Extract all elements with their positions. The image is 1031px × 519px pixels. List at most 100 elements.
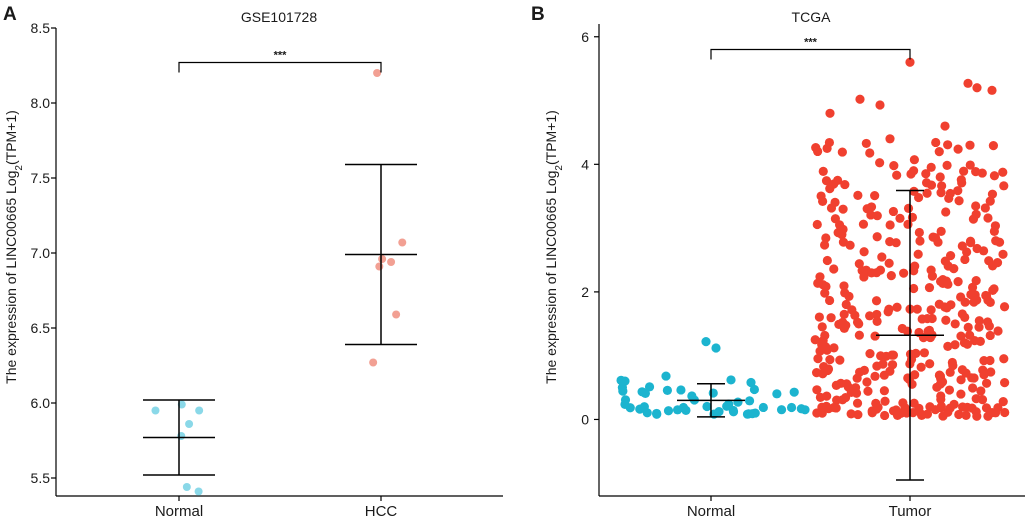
- data-point-tumor: [839, 309, 849, 319]
- panel-letter-b: B: [531, 4, 545, 25]
- data-point-tumor: [940, 302, 950, 312]
- data-point-tumor: [987, 189, 998, 199]
- data-point-tumor: [971, 201, 981, 211]
- data-point-tumor: [872, 211, 882, 221]
- data-point-tumor: [872, 309, 882, 320]
- data-point-normal: [746, 377, 756, 388]
- data-point-tumor: [872, 316, 882, 326]
- data-point-tumor: [989, 284, 999, 294]
- data-point-tumor: [826, 313, 836, 323]
- data-point-normal: [728, 407, 739, 417]
- data-point-tumor: [909, 266, 919, 276]
- panel-a-x-label-normal: Normal: [155, 503, 203, 519]
- data-point-normal: [185, 420, 194, 428]
- data-point-normal: [749, 384, 760, 395]
- data-point-tumor: [954, 409, 964, 420]
- y-tick-label: 4: [581, 156, 589, 172]
- data-point-tumor: [971, 167, 981, 177]
- data-point-tumor: [837, 147, 847, 157]
- data-point-normal: [662, 385, 672, 396]
- data-point-tumor: [922, 188, 932, 198]
- data-point-tumor: [963, 78, 973, 88]
- panel-b-x-label-normal: Normal: [687, 503, 735, 519]
- data-point-tumor: [956, 375, 966, 385]
- data-point-tumor: [813, 278, 823, 288]
- data-point-tumor: [949, 399, 959, 409]
- data-point-tumor: [907, 212, 918, 222]
- data-point-tumor: [962, 339, 972, 349]
- data-point-tumor: [877, 252, 887, 262]
- data-point-tumor: [956, 389, 966, 399]
- data-point-tumor: [999, 302, 1010, 312]
- data-point-hcc: [369, 358, 378, 367]
- data-point-tumor: [850, 310, 860, 320]
- panel-a-error-bars: [143, 163, 417, 476]
- y-tick-label: 6: [581, 29, 589, 45]
- data-point-normal: [722, 401, 732, 411]
- data-point-normal: [663, 406, 674, 416]
- data-point-tumor: [908, 408, 918, 418]
- panel-a-title: GSE101728: [241, 9, 317, 25]
- panel-b-y-ticks: 0 2 4 6: [581, 29, 599, 427]
- data-point-tumor: [984, 321, 994, 331]
- data-point-tumor: [865, 349, 875, 359]
- data-point-tumor: [987, 85, 997, 95]
- data-point-tumor: [971, 407, 981, 417]
- data-point-normal: [796, 404, 806, 414]
- data-point-tumor: [875, 100, 885, 110]
- data-point-tumor: [846, 387, 856, 397]
- panel-b-x-label-tumor: Tumor: [889, 503, 932, 519]
- data-point-tumor: [861, 138, 871, 149]
- data-point-tumor: [830, 197, 840, 207]
- data-point-hcc: [373, 69, 382, 77]
- data-point-normal: [672, 405, 683, 415]
- data-point-tumor: [818, 166, 828, 177]
- data-point-tumor: [919, 348, 929, 358]
- data-point-tumor: [852, 373, 862, 383]
- data-point-tumor: [969, 373, 979, 383]
- y-tick-label: 6.5: [31, 320, 51, 336]
- data-point-tumor: [972, 295, 982, 305]
- data-point-tumor: [943, 140, 953, 150]
- data-point-normal: [786, 402, 797, 413]
- data-point-tumor: [968, 383, 978, 393]
- panel-b-error-bars: [677, 189, 944, 481]
- data-point-tumor: [980, 203, 990, 213]
- data-point-tumor: [957, 241, 967, 251]
- data-point-tumor: [867, 406, 877, 416]
- data-point-tumor: [975, 336, 985, 346]
- data-point-tumor: [944, 385, 955, 395]
- data-point-tumor: [822, 391, 832, 401]
- data-point-tumor: [900, 403, 910, 413]
- data-point-tumor: [866, 202, 877, 212]
- data-point-normal: [744, 409, 754, 419]
- data-point-tumor: [829, 179, 839, 189]
- data-point-tumor: [917, 314, 927, 324]
- y-tick-label: 2: [581, 284, 589, 300]
- data-point-tumor: [948, 361, 958, 371]
- data-point-tumor: [988, 141, 999, 151]
- data-point-tumor: [905, 57, 915, 67]
- data-point-tumor: [859, 365, 869, 375]
- data-point-tumor: [931, 137, 941, 148]
- data-point-tumor: [842, 379, 852, 389]
- data-point-normal: [637, 387, 647, 397]
- data-point-tumor: [998, 249, 1008, 259]
- data-point-tumor: [941, 315, 951, 325]
- data-point-tumor: [913, 249, 923, 259]
- data-point-tumor: [835, 355, 845, 365]
- data-point-tumor: [965, 140, 975, 150]
- data-point-tumor: [1000, 378, 1010, 388]
- data-point-tumor: [854, 259, 864, 269]
- data-point-tumor: [853, 409, 863, 420]
- data-point-tumor: [822, 143, 832, 153]
- data-point-tumor: [972, 83, 982, 93]
- panel-a-y-ticks: 5.5 6.0 6.5 7.0 7.5 8.0 8.5: [31, 20, 56, 486]
- data-point-tumor: [940, 121, 950, 131]
- data-point-tumor: [909, 283, 919, 294]
- data-point-tumor: [885, 134, 895, 144]
- panel-a-x-label-hcc: HCC: [365, 503, 398, 519]
- data-point-tumor: [909, 155, 919, 165]
- data-point-tumor: [845, 240, 855, 250]
- data-point-tumor: [950, 319, 960, 329]
